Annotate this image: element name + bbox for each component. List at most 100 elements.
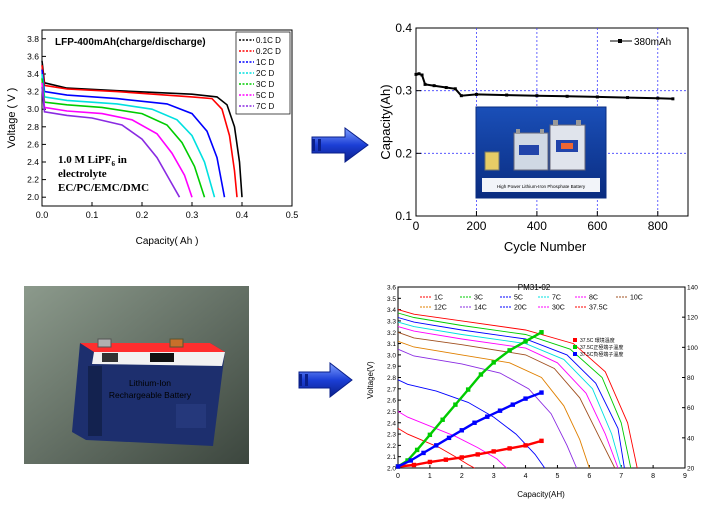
product-photo-inset: High Power Lithium-Iron Phosphate Batter… xyxy=(475,106,607,199)
c3-ytick-label: 3.2 xyxy=(387,330,396,337)
c3-point xyxy=(459,455,464,460)
c1-series-0-2c-d xyxy=(41,65,238,198)
c2-point xyxy=(414,72,418,76)
c3-series-8c xyxy=(397,326,619,469)
battery-label-line-1: Lithium-Ion xyxy=(129,378,171,388)
c3-temp-legend-label: 37.5C 環境溫度 xyxy=(580,337,615,344)
c3-point xyxy=(465,387,471,392)
c3-point xyxy=(475,452,480,457)
c2-series-380mah xyxy=(415,72,673,100)
c3-point xyxy=(434,443,439,448)
c3-xlabel: Capacity(AH) xyxy=(517,490,565,499)
c1-xtick-label: 0.5 xyxy=(286,210,299,220)
c2-legend-label: 380mAh xyxy=(634,37,671,48)
c3-ytick-label: 3.6 xyxy=(387,285,396,292)
c1-ytick-label: 2.4 xyxy=(27,157,39,167)
c2-xlabel: Cycle Number xyxy=(504,239,587,254)
c3-series-37-5c xyxy=(397,439,542,468)
c3-legend-label: 20C xyxy=(514,305,527,312)
c2-ytick-label: 0.4 xyxy=(395,21,412,35)
c3-y2tick-label: 60 xyxy=(687,405,695,412)
c3-point xyxy=(497,408,503,413)
c3-ytick-label: 2.5 xyxy=(387,409,396,416)
c3-legend-label: 5C xyxy=(514,295,523,302)
c3-title: PM31-02 xyxy=(518,283,551,292)
c3-xtick-label: 0 xyxy=(396,473,400,480)
c3-point xyxy=(443,457,449,462)
c2-point xyxy=(423,82,427,86)
c2-point xyxy=(474,92,478,96)
c1-legend-label: 3C D xyxy=(256,80,274,89)
c3-series-1c xyxy=(397,309,638,469)
c3-xtick-label: 7 xyxy=(619,473,623,480)
c3-xtick-label: 2 xyxy=(460,473,464,480)
c1-legend-label: 0.1C D xyxy=(256,36,281,45)
c1-annotation-sub: 6 xyxy=(111,160,115,168)
c1-ytick-label: 2.6 xyxy=(27,139,39,149)
c1-xlabel: Capacity( Ah ) xyxy=(136,236,199,247)
c2-point xyxy=(459,94,463,98)
c3-point xyxy=(491,449,496,454)
c2-point xyxy=(420,73,424,77)
c1-legend: 0.1C D 0.2C D 1C D 2C D 3C D 5C D 7C D xyxy=(235,31,291,115)
c3-point xyxy=(446,435,452,441)
c2-point xyxy=(453,87,457,91)
c3-point xyxy=(408,458,413,463)
c3-point xyxy=(427,459,433,465)
c2-point xyxy=(417,72,421,76)
c3-point xyxy=(411,462,417,468)
c3-temp-legend-marker xyxy=(573,345,577,349)
c2-ylabel: Capacity(Ah) xyxy=(378,84,393,159)
c1-series-7c-d xyxy=(41,87,181,198)
c3-series-10c xyxy=(397,331,616,469)
discharge-chart: 0.0 0.1 0.2 0.3 0.4 0.5 2.0 2.2 2.4 2.6 2.8 3.0 3.2 3… xyxy=(6,29,299,247)
c3-point xyxy=(405,458,410,463)
c2-point xyxy=(432,84,436,88)
c3-point xyxy=(440,417,445,422)
c3-temp-legend-label: 37.5C正極端子溫度 xyxy=(580,344,623,351)
c3-y2tick-label: 80 xyxy=(687,375,695,382)
c3-legend-label: 12C xyxy=(434,305,447,312)
c3-series-37-5c xyxy=(397,428,475,469)
c3-ytick-label: 2.3 xyxy=(387,432,396,439)
c3-ytick-label: 2.9 xyxy=(387,364,396,371)
c1-xtick-label: 0.3 xyxy=(186,210,199,220)
c3-point xyxy=(539,390,544,395)
c3-point xyxy=(459,428,464,433)
c1-annotation-line-3: EC/PC/EMC/DMC xyxy=(58,182,149,194)
c3-point xyxy=(453,402,458,407)
c3-legend-label: 1C xyxy=(434,295,443,302)
c3-temp-legend-marker xyxy=(573,352,577,356)
c3-ytick-label: 3.3 xyxy=(387,318,396,325)
c2-point xyxy=(535,94,539,98)
c2-point xyxy=(656,96,660,100)
c3-point xyxy=(478,372,484,377)
c3-series-20c xyxy=(397,379,546,469)
c3-point xyxy=(491,360,496,365)
c3-temp-legend-label: 37.5C負極端子溫度 xyxy=(580,351,623,358)
c1-legend-label: 7C D xyxy=(256,102,274,111)
c1-ytick-label: 2.8 xyxy=(27,122,39,132)
c3-point xyxy=(507,446,512,451)
c3-series-5c xyxy=(397,317,625,469)
c3-point xyxy=(539,438,544,444)
c3-point xyxy=(472,420,477,425)
c3-series-14c xyxy=(397,348,578,469)
c2-point xyxy=(565,94,569,98)
c3-point xyxy=(539,330,544,335)
c1-ytick-label: 3.6 xyxy=(27,51,39,61)
c1-annotation-line-2: electrolyte xyxy=(58,168,107,180)
c1-annotation-part-a: 1.0 M LiPF xyxy=(58,154,112,166)
c3-ytick-label: 2.1 xyxy=(387,454,396,461)
c1-ytick-label: 3.8 xyxy=(27,34,39,44)
c2-point xyxy=(671,97,675,101)
c1-series-0-1c-d xyxy=(41,60,243,198)
c3-ytick-label: 3.4 xyxy=(387,307,396,314)
c3-y2tick-label: 120 xyxy=(687,315,698,322)
c2-point xyxy=(444,86,448,90)
c3-ytick-label: 2.0 xyxy=(387,466,396,473)
c1-legend-label: 1C D xyxy=(256,58,274,67)
c3-temp-legend-marker xyxy=(573,338,577,342)
c3-y2tick-label: 140 xyxy=(687,285,698,292)
